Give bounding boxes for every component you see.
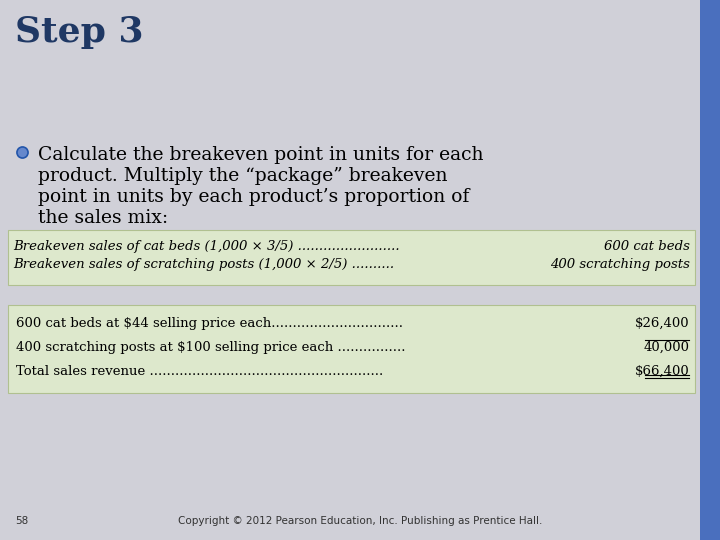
Text: the sales mix:: the sales mix: — [38, 209, 168, 227]
Text: $26,400: $26,400 — [635, 317, 690, 330]
Text: 58: 58 — [15, 516, 28, 526]
Text: Total sales revenue .......................................................: Total sales revenue ....................… — [16, 365, 383, 378]
Text: $66,400: $66,400 — [635, 365, 690, 378]
Text: 400 scratching posts: 400 scratching posts — [550, 258, 690, 271]
Bar — [8, 230, 695, 285]
Text: Step 3: Step 3 — [15, 15, 143, 49]
Text: Copyright © 2012 Pearson Education, Inc. Publishing as Prentice Hall.: Copyright © 2012 Pearson Education, Inc.… — [178, 516, 542, 526]
Text: 400 scratching posts at $100 selling price each ................: 400 scratching posts at $100 selling pri… — [16, 341, 405, 354]
Text: Breakeven sales of cat beds (1,000 × 3/5) ........................: Breakeven sales of cat beds (1,000 × 3/5… — [13, 240, 400, 253]
Bar — [700, 0, 720, 540]
Text: point in units by each product’s proportion of: point in units by each product’s proport… — [38, 188, 469, 206]
Text: product. Multiply the “package” breakeven: product. Multiply the “package” breakeve… — [38, 167, 448, 185]
Bar — [8, 305, 695, 393]
Text: 600 cat beds at $44 selling price each...............................: 600 cat beds at $44 selling price each..… — [16, 317, 403, 330]
Text: Calculate the breakeven point in units for each: Calculate the breakeven point in units f… — [38, 146, 484, 164]
Text: 600 cat beds: 600 cat beds — [604, 240, 690, 253]
Text: 40,000: 40,000 — [644, 341, 690, 354]
Text: Breakeven sales of scratching posts (1,000 × 2/5) ..........: Breakeven sales of scratching posts (1,0… — [13, 258, 394, 271]
